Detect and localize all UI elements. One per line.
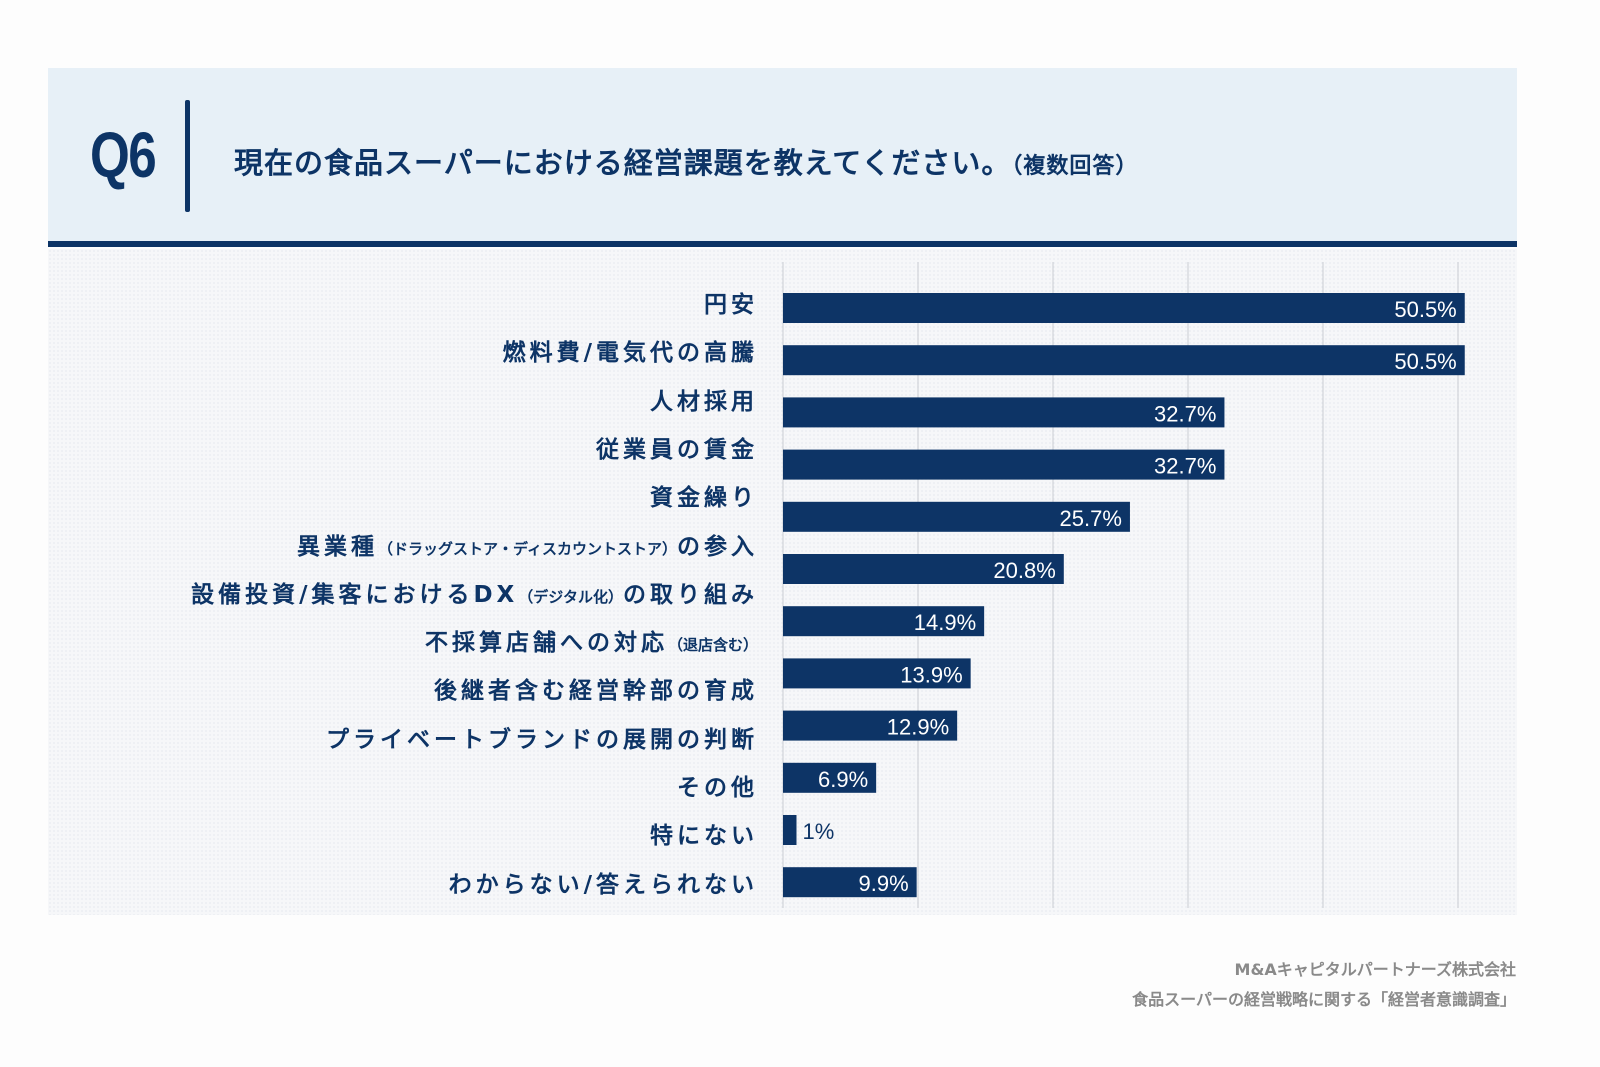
question-number: Q6	[90, 119, 157, 191]
bar	[783, 449, 1225, 480]
footer-company: M&Aキャピタルパートナーズ株式会社	[1234, 960, 1516, 979]
bar	[783, 710, 958, 741]
category-label: 従業員の賃金	[596, 430, 758, 464]
question-title: 現在の食品スーパーにおける経営課題を教えてください。（複数回答）	[234, 140, 1138, 182]
category-label-note: （デジタル化）	[518, 587, 623, 606]
category-label-text: 後継者含む経営幹部の育成	[434, 678, 758, 705]
category-label-text: の取り組み	[623, 581, 758, 608]
category-label: 円安	[704, 285, 758, 319]
data-label: 50.5%	[1394, 349, 1456, 374]
category-label: 資金繰り	[650, 478, 758, 512]
data-label: 14.9%	[914, 610, 976, 635]
category-label: 後継者含む経営幹部の育成	[434, 671, 758, 705]
bar	[783, 554, 1064, 584]
category-label-text: その他	[677, 775, 758, 801]
bar	[783, 293, 1465, 323]
data-label: 9.9%	[858, 871, 908, 896]
category-label: わからない/答えられない	[449, 865, 758, 899]
category-label-text: 不採算店舗への対応	[424, 630, 668, 657]
category-label: 燃料費/電気代の高騰	[503, 333, 758, 367]
title-text: 現在の食品スーパーにおける経営課題を教えてください。	[234, 146, 1012, 180]
category-label-note: （退店含む）	[667, 636, 758, 655]
category-label: 特にない	[650, 816, 758, 850]
category-label-text: 設備投資/集客におけるDX	[191, 581, 519, 608]
footer-survey: 食品スーパーの経営戦略に関する「経営者意識調査」	[1132, 990, 1516, 1009]
bar	[783, 867, 917, 898]
data-label: 25.7%	[1060, 506, 1122, 531]
category-label-text: わからない/答えられない	[448, 871, 758, 898]
data-label: 6.9%	[818, 767, 868, 792]
category-label: プライベートブランドの展開の判断	[326, 720, 758, 754]
bar	[783, 397, 1225, 428]
category-label-text: 円安	[704, 292, 758, 318]
category-label-text: 資金繰り	[650, 485, 758, 512]
divider	[185, 100, 190, 212]
data-label: 32.7%	[1154, 454, 1216, 479]
data-label: 12.9%	[887, 715, 949, 740]
category-label-text: 特にない	[650, 823, 758, 850]
category-label-text: プライベートブランドの展開の判断	[326, 726, 758, 753]
bar	[783, 658, 971, 689]
category-label: 設備投資/集客におけるDX（デジタル化）の取り組み	[191, 575, 758, 609]
bar	[783, 606, 985, 637]
data-label: 13.9%	[900, 662, 962, 687]
title-note: （複数回答）	[1011, 154, 1139, 179]
category-label-text: 異業種	[297, 533, 379, 560]
bar	[783, 501, 1130, 532]
bar	[783, 345, 1465, 376]
category-label-text: 人材採用	[650, 388, 758, 415]
data-label: 1%	[803, 819, 835, 844]
question-banner: Q6 現在の食品スーパーにおける経営課題を教えてください。（複数回答）	[48, 68, 1517, 247]
bar	[783, 762, 877, 793]
category-label: 不採算店舗への対応（退店含む）	[425, 623, 758, 657]
category-label-text: の参入	[677, 533, 758, 560]
category-label: 異業種（ドラッグストア・ディスカウントストア）の参入	[297, 527, 758, 561]
category-label-text: 燃料費/電気代の高騰	[502, 340, 758, 367]
category-label-text: 従業員の賃金	[596, 436, 758, 463]
data-label: 32.7%	[1154, 401, 1216, 426]
category-label: 人材採用	[650, 382, 758, 416]
data-label: 20.8%	[993, 558, 1055, 583]
category-label-note: （ドラッグストア・ディスカウントストア）	[378, 539, 677, 558]
bar	[783, 815, 797, 845]
data-label: 50.5%	[1394, 297, 1456, 322]
category-label: その他	[677, 768, 758, 802]
